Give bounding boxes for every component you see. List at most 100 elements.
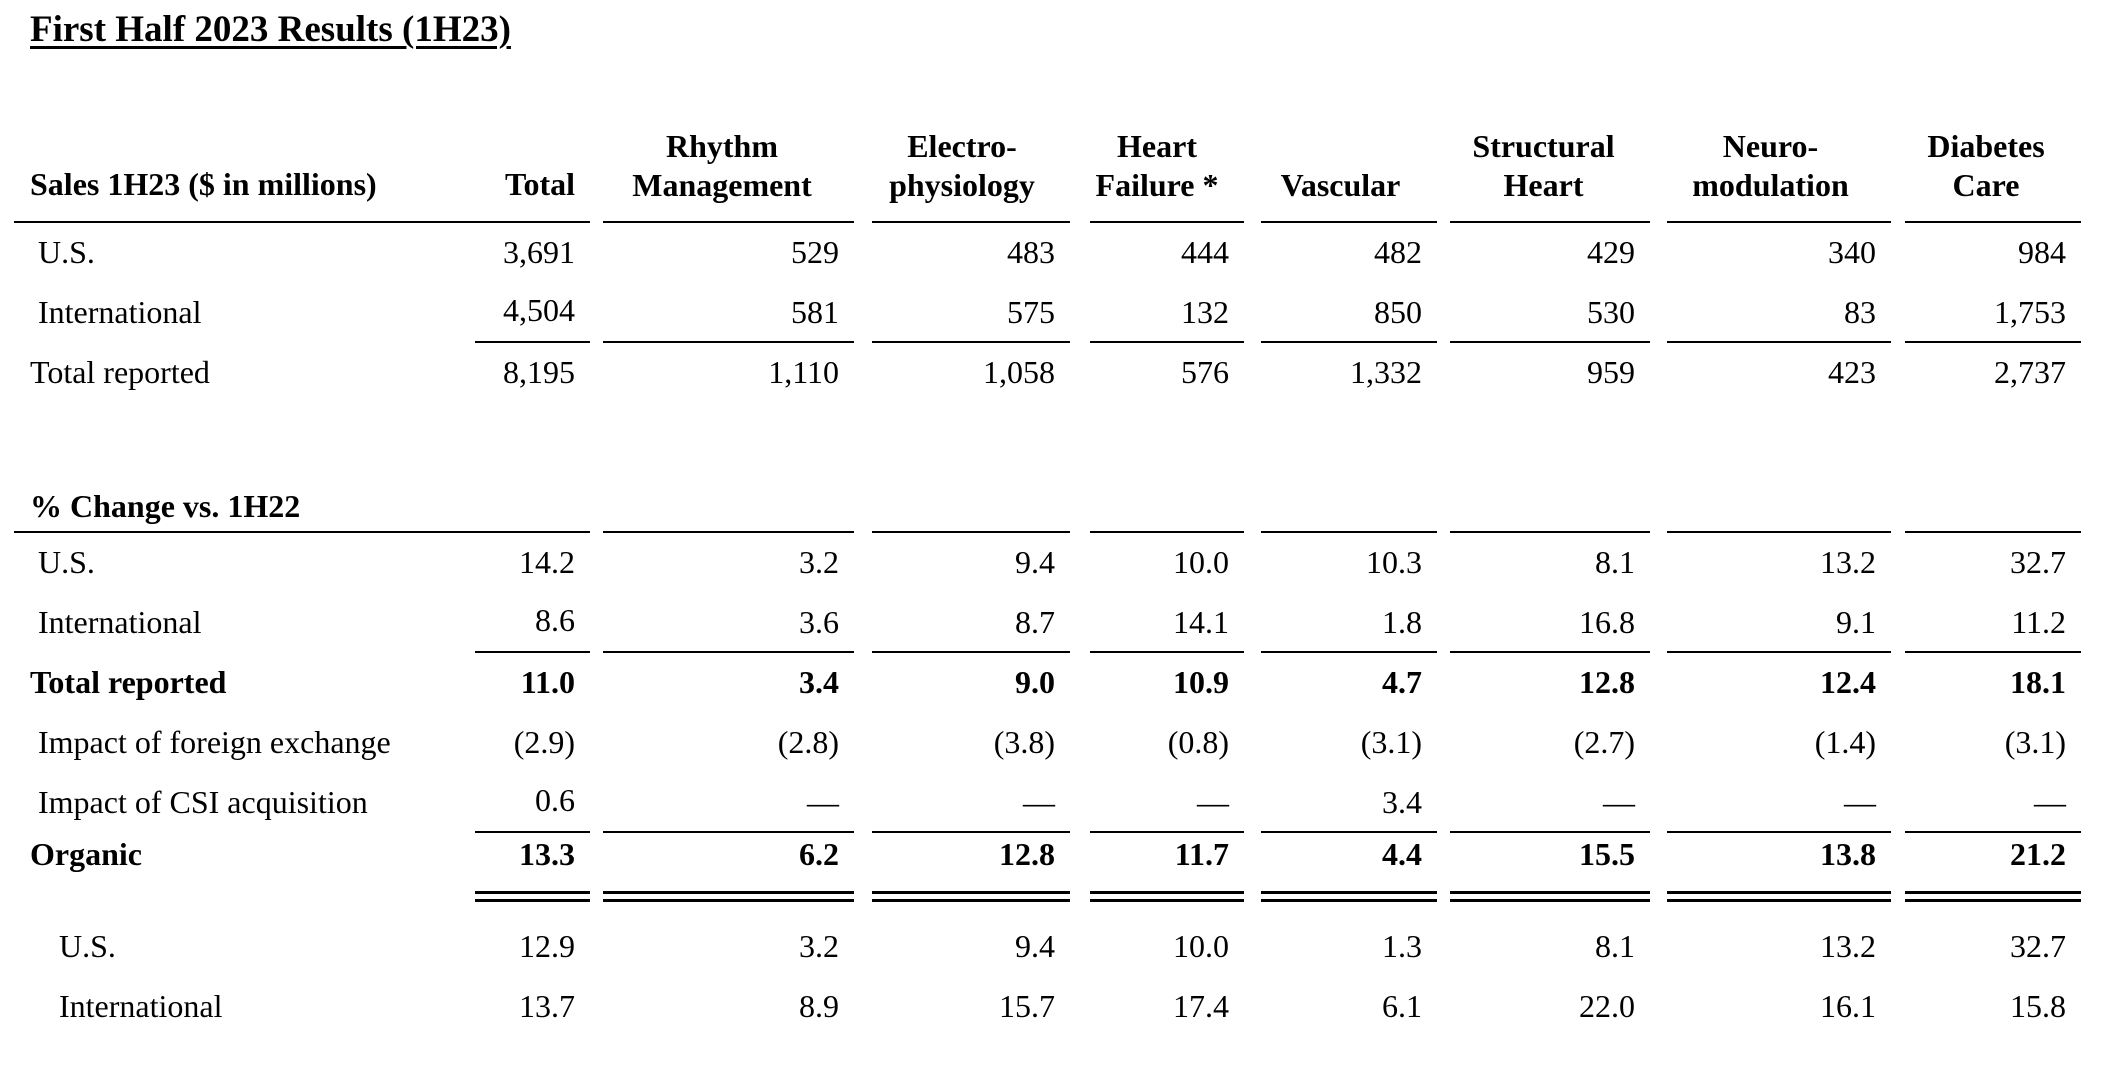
value-cell: 13.8 [1820,836,1876,873]
value-cell: 16.8 [1437,593,1650,654]
value-cell: 1,753 [1891,283,2081,344]
value-cell: (3.1) [1360,724,1422,761]
value-cell: (0.8) [1167,724,1229,761]
value-cell: 9.0 [1015,664,1055,701]
double-rule [475,891,590,903]
value-cell: 3.2 [799,928,839,965]
value-cell: 8,195 [503,354,575,391]
value-cell: — [1070,773,1244,834]
double-rule [1244,891,1437,903]
value-cell: (2.7) [1573,724,1635,761]
change-header-label: % Change vs. 1H22 [14,473,475,534]
value-cell: 3.6 [590,593,854,654]
column-header-rhythm-management: Rhythm Management [590,54,854,224]
value-cell: 959 [1587,354,1635,391]
value-cell: 8.9 [799,988,839,1025]
value-cell: 13.2 [1820,544,1876,581]
double-rule [1437,891,1650,903]
row-label: Total reported [30,354,210,391]
column-header-total: Total [475,54,590,224]
table-row-fx-impact: Impact of foreign exchange (2.9) (2.8) (… [14,713,2081,773]
value-cell: 8.1 [1595,544,1635,581]
value-cell: (3.8) [993,724,1055,761]
column-header-neuromodulation: Neuro- modulation [1650,54,1891,224]
value-cell: 850 [1244,283,1437,344]
table-row-sales-total: Total reported 8,195 1,110 1,058 576 1,3… [14,343,2081,403]
table-row-change-total: Total reported 11.0 3.4 9.0 10.9 4.7 12.… [14,653,2081,713]
rule-segment [1070,473,1244,534]
sales-header-label: Sales 1H23 ($ in millions) [14,54,475,224]
value-cell: (2.8) [777,724,839,761]
value-cell: 3.4 [799,664,839,701]
spacer [14,903,2081,917]
value-cell: 530 [1437,283,1650,344]
column-header-vascular: Vascular [1244,54,1437,224]
value-cell: 483 [1007,234,1055,271]
value-cell: 8.1 [1595,928,1635,965]
value-cell: 21.2 [2010,836,2066,873]
value-cell: 12.8 [1579,664,1635,701]
table-row-change-international: International 8.6 3.6 8.7 14.1 1.8 16.8 … [14,593,2081,654]
value-cell: 10.9 [1173,664,1229,701]
spacer [14,891,475,903]
change-header-row: % Change vs. 1H22 [14,473,2081,534]
page-title: First Half 2023 Results (1H23) [30,9,511,50]
column-header-electrophysiology: Electro- physiology [854,54,1070,224]
row-label: Organic [30,836,142,873]
results-table: Sales 1H23 ($ in millions) Total Rhythm … [14,54,2081,1037]
value-cell: 3.2 [799,544,839,581]
value-cell: 22.0 [1579,988,1635,1025]
table-row-organic-international: International 13.7 8.9 15.7 17.4 6.1 22.… [14,977,2081,1037]
value-cell: 14.1 [1070,593,1244,654]
value-cell: 13.3 [519,836,575,873]
value-cell: 1,058 [983,354,1055,391]
value-cell: 15.8 [2010,988,2066,1025]
row-label: U.S. [59,928,116,965]
value-cell: 10.0 [1173,928,1229,965]
rule-segment [590,473,854,534]
value-cell: 9.1 [1650,593,1891,654]
value-cell: (1.4) [1814,724,1876,761]
value-cell: (3.1) [2004,724,2066,761]
value-cell: 12.8 [999,836,1055,873]
double-rule [1891,891,2081,903]
value-cell: 11.0 [520,664,575,701]
value-cell: — [1437,773,1650,834]
rule-segment [1244,473,1437,534]
column-header-heart-failure: Heart Failure * [1070,54,1244,224]
row-label: Impact of foreign exchange [38,724,391,761]
rule-segment [475,473,590,534]
value-cell: 13.7 [519,988,575,1025]
rule-segment [854,473,1070,534]
value-cell: 11.7 [1174,836,1229,873]
sales-header-row: Sales 1H23 ($ in millions) Total Rhythm … [14,54,2081,224]
rule-segment [1891,473,2081,534]
value-cell: 3,691 [503,234,575,271]
section-spacer [14,903,2081,917]
spacer [14,403,2081,473]
table-row-organic-us: U.S. 12.9 3.2 9.4 10.0 1.3 8.1 13.2 32.7 [14,917,2081,977]
value-cell: 423 [1828,354,1876,391]
value-cell: 529 [791,234,839,271]
value-cell: 482 [1374,234,1422,271]
table-row-sales-international: International 4,504 581 575 132 850 530 … [14,283,2081,344]
table-row-organic: Organic 13.3 6.2 12.8 11.7 4.4 15.5 13.8… [14,833,2081,891]
section-spacer [14,403,2081,473]
column-header-diabetes-care: Diabetes Care [1891,54,2081,224]
double-rule-row [14,891,2081,903]
value-cell: 83 [1650,283,1891,344]
value-cell: 429 [1587,234,1635,271]
value-cell: 32.7 [2010,928,2066,965]
value-cell: 8.6 [475,593,590,654]
value-cell: 9.4 [1015,544,1055,581]
value-cell: 575 [854,283,1070,344]
value-cell: 8.7 [854,593,1070,654]
double-rule [1070,891,1244,903]
rule-segment [1650,473,1891,534]
value-cell: 10.0 [1173,544,1229,581]
value-cell: 32.7 [2010,544,2066,581]
value-cell: 15.7 [999,988,1055,1025]
value-cell: — [1891,773,2081,834]
table-row-csi-impact: Impact of CSI acquisition 0.6 — — — 3.4 … [14,773,2081,834]
value-cell: 0.6 [475,773,590,834]
